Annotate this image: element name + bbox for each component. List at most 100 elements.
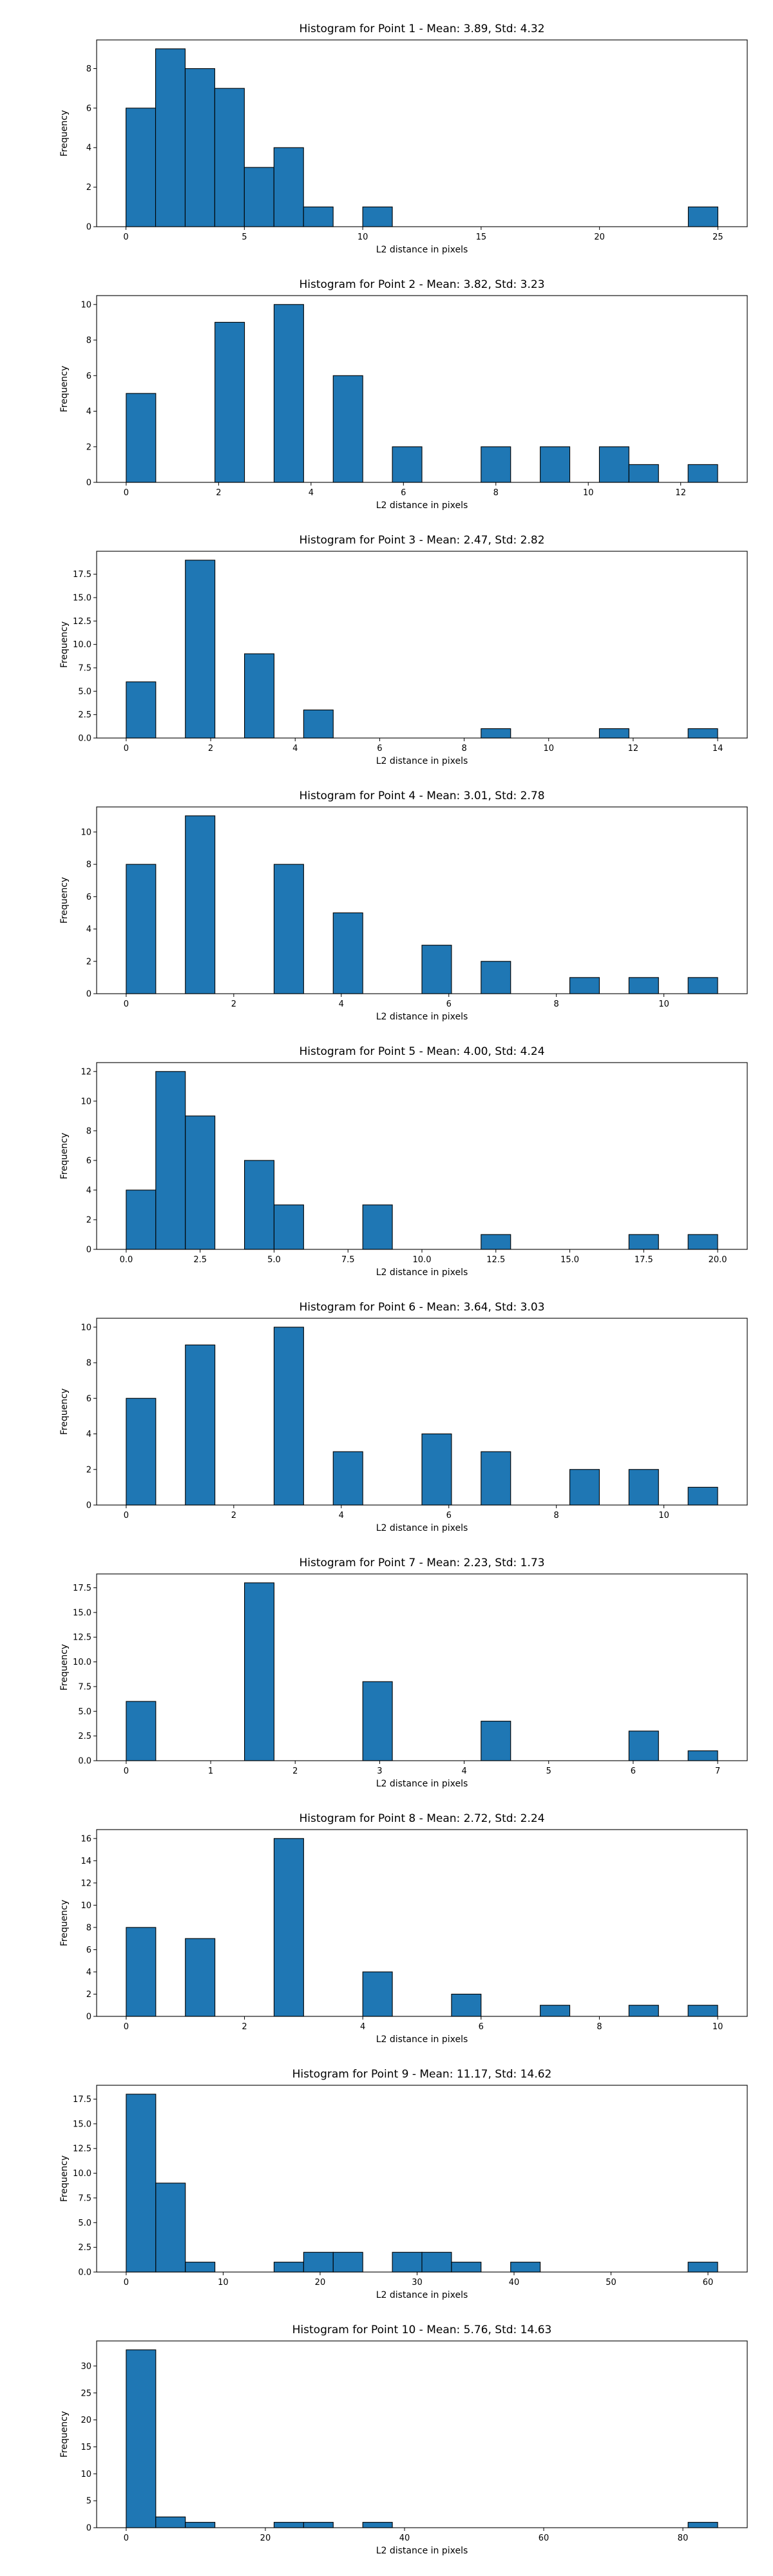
histogram-bar (569, 1469, 600, 1506)
y-tick-label: 6 (86, 104, 91, 113)
histogram-bar (628, 1469, 659, 1506)
x-tick-label: 0 (124, 744, 129, 753)
x-tick-label: 12 (628, 744, 639, 753)
x-tick-label: 0 (124, 488, 129, 498)
x-tick-label: 0 (124, 1511, 129, 1520)
y-tick-label: 10 (81, 300, 91, 310)
y-tick-label: 15.0 (73, 593, 91, 603)
y-tick-label: 12.5 (73, 1633, 91, 1643)
histogram-panel-8: Histogram for Point 8 - Mean: 2.72, Std:… (59, 1812, 748, 2045)
x-tick-label: 0.0 (120, 1255, 133, 1265)
y-tick-label: 8 (86, 64, 91, 74)
histogram-bar (451, 1993, 482, 2017)
x-tick-label: 1 (208, 1766, 213, 1776)
histogram-bar (273, 2262, 304, 2273)
y-tick-label: 2 (86, 1990, 91, 2000)
y-tick-label: 4 (86, 1430, 91, 1439)
histogram-bar (273, 2522, 304, 2528)
y-tick-label: 4 (86, 1967, 91, 1977)
histogram-bar (215, 321, 245, 483)
histogram-bar (243, 1582, 275, 1761)
y-axis-label: Frequency (59, 877, 70, 923)
y-tick-label: 15.0 (73, 2119, 91, 2129)
x-tick-label: 6 (401, 488, 406, 498)
y-tick-label: 2 (86, 183, 91, 193)
x-axis-label: L2 distance in pixels (376, 1779, 468, 1789)
histogram-panel-10: Histogram for Point 10 - Mean: 5.76, Std… (59, 2324, 748, 2556)
x-tick-label: 20 (260, 2533, 271, 2543)
histogram-bar (687, 1234, 718, 1250)
histogram-bar (540, 446, 571, 483)
y-tick-label: 25 (81, 2389, 91, 2398)
x-tick-label: 2 (231, 1511, 236, 1520)
x-tick-label: 50 (606, 2278, 616, 2287)
x-tick-label: 7.5 (341, 1255, 355, 1265)
y-tick-label: 0.0 (78, 1757, 91, 1766)
y-tick-label: 17.5 (73, 2095, 91, 2105)
histogram-bar (687, 1750, 718, 1761)
histogram-panel-1: Histogram for Point 1 - Mean: 3.89, Std:… (59, 23, 748, 255)
y-tick-label: 0 (86, 478, 91, 488)
y-tick-label: 0 (86, 990, 91, 999)
histogram-bar (273, 304, 304, 483)
y-axis-label: Frequency (59, 2411, 70, 2458)
chart-title: Histogram for Point 4 - Mean: 3.01, Std:… (299, 790, 544, 802)
histogram-bar (214, 88, 245, 227)
y-tick-label: 0.0 (78, 2268, 91, 2278)
x-tick-label: 0 (124, 2533, 129, 2543)
y-tick-label: 4 (86, 144, 91, 153)
x-tick-label: 17.5 (635, 1255, 653, 1265)
chart-title: Histogram for Point 5 - Mean: 4.00, Std:… (299, 1045, 544, 1058)
x-tick-label: 8 (596, 2022, 602, 2032)
histogram-bar (540, 2005, 571, 2017)
y-tick-label: 30 (81, 2362, 91, 2371)
histogram-bar (185, 560, 216, 739)
histogram-bar (273, 1327, 304, 1506)
histogram-bar (510, 2262, 541, 2273)
chart-title: Histogram for Point 10 - Mean: 5.76, Std… (292, 2324, 552, 2336)
x-tick-label: 15 (476, 232, 487, 242)
y-tick-label: 0 (86, 223, 91, 232)
y-tick-label: 5.0 (78, 1707, 91, 1717)
histogram-bar (185, 2262, 216, 2273)
x-axis-label: L2 distance in pixels (376, 2290, 468, 2300)
histogram-bar (126, 864, 157, 994)
histogram-bar (303, 2522, 334, 2528)
histogram-bar (687, 206, 718, 227)
histogram-bar (126, 108, 157, 227)
x-tick-label: 5 (242, 232, 247, 242)
histogram-bar (273, 147, 304, 227)
histogram-panel-5: Histogram for Point 5 - Mean: 4.00, Std:… (59, 1045, 748, 1278)
y-axis-label: Frequency (59, 1133, 70, 1179)
histogram-bar (481, 728, 511, 739)
y-tick-label: 14 (81, 1857, 91, 1866)
histogram-bar (628, 2005, 659, 2017)
histogram-bar (628, 1234, 659, 1250)
y-tick-label: 16 (81, 1834, 91, 1844)
x-tick-label: 10.0 (413, 1255, 432, 1265)
x-axis-label: L2 distance in pixels (376, 2546, 468, 2556)
histogram-panel-6: Histogram for Point 6 - Mean: 3.64, Std:… (59, 1301, 748, 1533)
x-tick-label: 0 (123, 232, 128, 242)
histogram-panel-3: Histogram for Point 3 - Mean: 2.47, Std:… (59, 534, 748, 766)
histogram-panel-9: Histogram for Point 9 - Mean: 11.17, Std… (59, 2068, 748, 2300)
x-tick-label: 10 (543, 744, 554, 753)
y-tick-label: 6 (86, 1946, 91, 1955)
y-tick-label: 4 (86, 407, 91, 417)
x-tick-label: 4 (339, 999, 344, 1009)
chart-title: Histogram for Point 3 - Mean: 2.47, Std:… (299, 534, 544, 547)
x-tick-label: 0 (124, 999, 129, 1009)
y-tick-label: 12.5 (73, 2145, 91, 2154)
histogram-bar (332, 912, 363, 994)
histogram-bar (362, 1204, 393, 1250)
histogram-bar (184, 68, 215, 227)
histogram-bar (687, 2522, 718, 2528)
y-tick-label: 0 (86, 2524, 91, 2533)
y-tick-label: 12.5 (73, 617, 91, 627)
axes-frame (96, 1829, 748, 2017)
y-tick-label: 15 (81, 2443, 91, 2452)
chart-title: Histogram for Point 2 - Mean: 3.82, Std:… (299, 278, 544, 291)
x-tick-label: 2 (208, 744, 213, 753)
y-tick-label: 20 (81, 2416, 91, 2425)
histogram-bar (303, 206, 334, 227)
